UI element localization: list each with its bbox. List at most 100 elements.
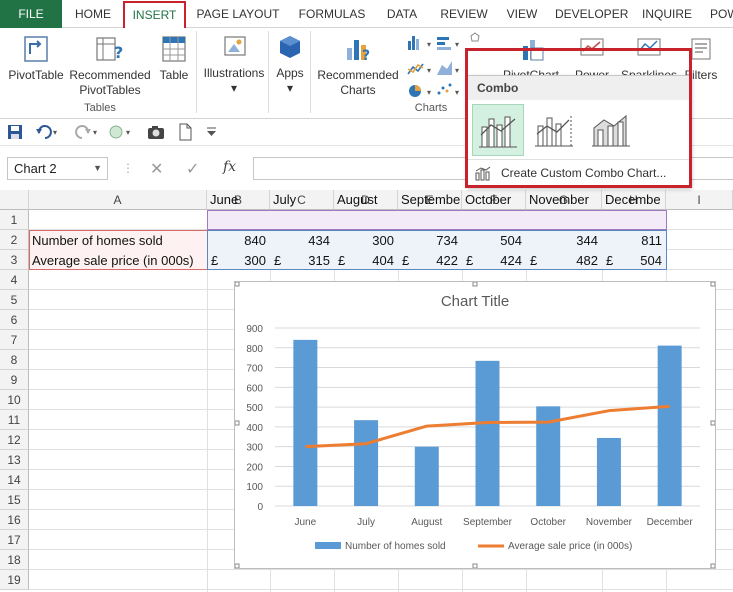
filters-button[interactable]: Filters (682, 34, 720, 83)
pivottable-button[interactable]: PivotTable (5, 34, 67, 83)
insert-function-icon[interactable]: fx (223, 159, 237, 175)
recommended-charts-button[interactable]: ? Recommended Charts (313, 34, 403, 98)
recommended-pivottables-button[interactable]: ? Recommended PivotTables (68, 34, 152, 98)
bar-august[interactable] (414, 446, 439, 506)
bar-july[interactable] (354, 420, 379, 506)
column-header-d[interactable]: D (334, 190, 398, 210)
tab-formulas[interactable]: FORMULAS (298, 7, 366, 21)
cell-f3[interactable]: 424 (500, 253, 522, 268)
combo-option-column-line-secondary[interactable] (529, 104, 581, 156)
save-icon[interactable] (7, 124, 23, 140)
row-header-2[interactable]: 2 (0, 230, 29, 250)
combo-option-clustered-column-line[interactable] (472, 104, 524, 156)
tab-page-layout[interactable]: PAGE LAYOUT (196, 7, 280, 21)
cell-f2[interactable]: 504 (500, 233, 522, 248)
tab-view[interactable]: VIEW (506, 7, 538, 21)
column-header-e[interactable]: E (398, 190, 462, 210)
spreadsheet-grid[interactable]: A B C D E F G H I 1 2 3 4 5 6 7 8 9 10 11 12 13 14 15 1… (0, 190, 733, 592)
row-header-1[interactable]: 1 (0, 210, 29, 230)
camera-icon[interactable] (147, 124, 165, 140)
column-header-f[interactable]: F (462, 190, 526, 210)
cell-g2[interactable]: 344 (576, 233, 598, 248)
row-header-6[interactable]: 6 (0, 310, 29, 330)
row-header-11[interactable]: 11 (0, 410, 29, 430)
cell-a2[interactable]: Number of homes sold (32, 233, 163, 248)
cancel-icon[interactable]: ✕ (150, 161, 164, 178)
create-custom-combo-link[interactable]: Create Custom Combo Chart... (501, 166, 667, 180)
enter-icon[interactable]: ✓ (186, 161, 200, 178)
undo-icon[interactable]: ▾ (35, 124, 61, 140)
chart-resize-handle[interactable] (234, 281, 240, 287)
chart-resize-handle[interactable] (710, 563, 716, 569)
apps-button[interactable]: Apps ▾ (272, 32, 308, 96)
name-box-dropdown-icon[interactable]: ▼ (93, 163, 102, 173)
bar-june[interactable] (293, 339, 318, 506)
cell-e2[interactable]: 734 (436, 233, 458, 248)
cell-f1[interactable]: October (465, 192, 512, 207)
tab-file[interactable]: FILE (0, 0, 62, 28)
column-header-g[interactable]: G (526, 190, 602, 210)
color-circle-icon[interactable]: ▾ (108, 124, 136, 140)
row-header-10[interactable]: 10 (0, 390, 29, 410)
combo-option-stacked-area-column[interactable] (586, 104, 638, 156)
cell-b2[interactable]: 840 (244, 233, 266, 248)
row-header-13[interactable]: 13 (0, 450, 29, 470)
cell-e1[interactable]: Septembe (401, 192, 461, 207)
row-header-19[interactable]: 19 (0, 570, 29, 590)
cell-h3[interactable]: 504 (640, 253, 662, 268)
chart-resize-handle[interactable] (234, 563, 240, 569)
column-header-h[interactable]: H (602, 190, 666, 210)
row-header-12[interactable]: 12 (0, 430, 29, 450)
column-header-b[interactable]: B (207, 190, 270, 210)
row-header-15[interactable]: 15 (0, 490, 29, 510)
combo-chart[interactable]: Chart Title 0 100 200 300 400 500 600 700 800 900… (234, 281, 716, 569)
row-header-14[interactable]: 14 (0, 470, 29, 490)
bar-december[interactable] (657, 345, 682, 506)
column-header-c[interactable]: C (270, 190, 334, 210)
chart-type-buttons[interactable]: ▾ ▾ ▾ ▾ ▾ ▾ (405, 31, 465, 99)
cell-g3[interactable]: 482 (576, 253, 598, 268)
row-header-9[interactable]: 9 (0, 370, 29, 390)
tab-power[interactable]: POW (710, 7, 733, 21)
cell-d3[interactable]: 404 (372, 253, 394, 268)
chart-resize-handle[interactable] (234, 420, 240, 426)
row-header-17[interactable]: 17 (0, 530, 29, 550)
illustrations-button[interactable]: Illustrations ▾ (201, 32, 267, 96)
tab-developer[interactable]: DEVELOPER (555, 7, 629, 21)
row-header-3[interactable]: 3 (0, 250, 29, 270)
tab-insert[interactable]: INSERT (123, 1, 186, 28)
cell-h1[interactable]: Decembe (605, 192, 661, 207)
cell-c3[interactable]: 315 (308, 253, 330, 268)
column-header-i[interactable]: I (666, 190, 733, 210)
bar-september[interactable] (475, 360, 500, 506)
cell-e3[interactable]: 422 (436, 253, 458, 268)
tab-home[interactable]: HOME (75, 7, 111, 21)
chart-resize-handle[interactable] (472, 563, 478, 569)
tab-review[interactable]: REVIEW (440, 7, 488, 21)
name-box[interactable]: Chart 2 ▼ (7, 157, 108, 180)
row-header-4[interactable]: 4 (0, 270, 29, 290)
row-header-5[interactable]: 5 (0, 290, 29, 310)
row-header-8[interactable]: 8 (0, 350, 29, 370)
cell-b3[interactable]: 300 (244, 253, 266, 268)
cell-c1[interactable]: July (273, 192, 297, 207)
line-series-average-price[interactable] (305, 404, 670, 449)
redo-icon[interactable]: ▾ (75, 124, 101, 140)
cell-h2[interactable]: 811 (641, 233, 662, 248)
chart-resize-handle[interactable] (472, 281, 478, 287)
chart-resize-handle[interactable] (710, 420, 716, 426)
cell-d2[interactable]: 300 (372, 233, 394, 248)
cell-a3[interactable]: Average sale price (in 000s) (32, 253, 194, 268)
row-header-7[interactable]: 7 (0, 330, 29, 350)
customize-qat-icon[interactable] (206, 126, 218, 138)
tab-data[interactable]: DATA (386, 7, 418, 21)
radar-chart-icon[interactable] (470, 30, 480, 48)
cell-g1[interactable]: November (529, 192, 589, 207)
cell-c2[interactable]: 434 (308, 233, 330, 248)
column-header-a[interactable]: A (29, 190, 207, 210)
row-header-16[interactable]: 16 (0, 510, 29, 530)
new-document-icon[interactable] (178, 123, 192, 141)
bar-november[interactable] (596, 437, 621, 506)
tab-inquire[interactable]: INQUIRE (641, 7, 692, 21)
select-all-corner[interactable] (0, 190, 29, 210)
